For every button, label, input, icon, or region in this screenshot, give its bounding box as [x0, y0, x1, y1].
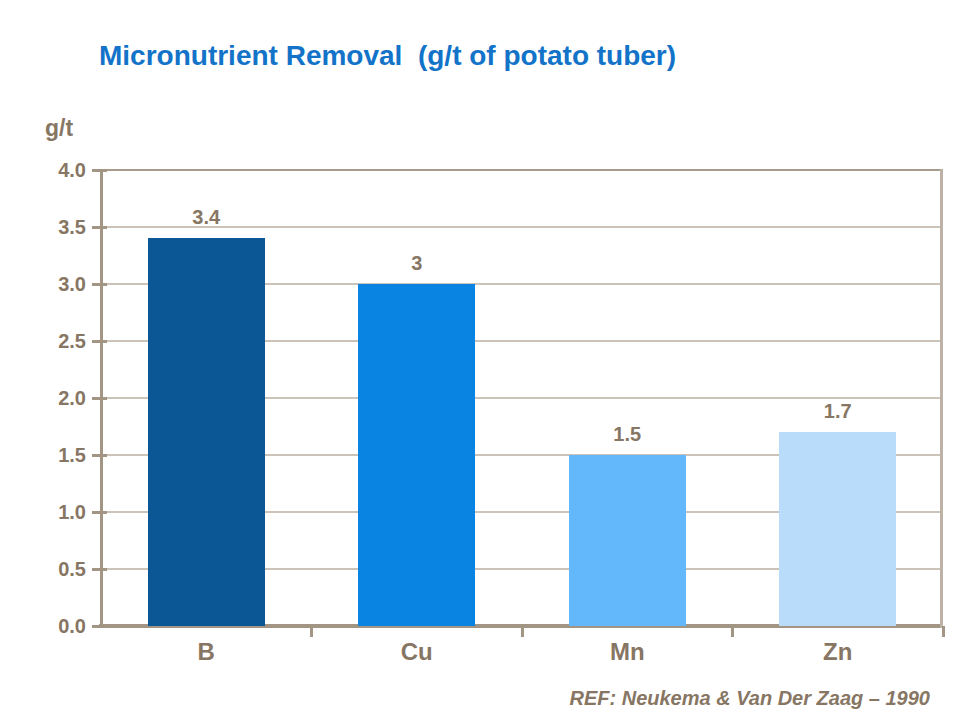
x-tick — [310, 626, 313, 637]
bar-value-label-Zn: 1.7 — [768, 399, 908, 423]
category-label-Zn: Zn — [768, 638, 908, 666]
y-tick-label: 2.0 — [26, 385, 86, 411]
reference-text: REF: Neukema & Van Der Zaag – 1990 — [0, 687, 930, 710]
y-tick-label: 0.0 — [26, 613, 86, 639]
y-tick-label: 1.0 — [26, 499, 86, 525]
plot-right-border — [940, 169, 943, 628]
bar-Cu — [358, 284, 475, 626]
y-tick-label: 1.5 — [26, 442, 86, 468]
bar-value-label-Cu: 3 — [347, 251, 487, 275]
category-label-Mn: Mn — [557, 638, 697, 666]
category-label-Cu: Cu — [347, 638, 487, 666]
bar-value-label-Mn: 1.5 — [557, 422, 697, 446]
plot-area: 4.0 3.5 3.0 2.5 2.0 1.5 1.0 0.5 0.0 3.4 B 3 Cu 1.5 Mn 1… — [0, 0, 960, 720]
y-tick-label: 2.5 — [26, 328, 86, 354]
y-tick-label: 3.0 — [26, 271, 86, 297]
bar-B — [148, 238, 265, 626]
bar-value-label-B: 3.4 — [136, 205, 276, 229]
x-tick — [942, 626, 945, 637]
bar-Mn — [569, 455, 686, 626]
x-tick — [731, 626, 734, 637]
y-axis-line — [100, 169, 103, 626]
plot-top-border — [99, 169, 943, 171]
y-tick-label: 3.5 — [26, 214, 86, 240]
category-label-B: B — [136, 638, 276, 666]
slide-background: Micronutrient Removal (g/t of potato tub… — [0, 0, 960, 720]
x-tick — [521, 626, 524, 637]
y-tick-label: 0.5 — [26, 556, 86, 582]
bar-Zn — [779, 432, 896, 626]
y-tick-label: 4.0 — [26, 157, 86, 183]
